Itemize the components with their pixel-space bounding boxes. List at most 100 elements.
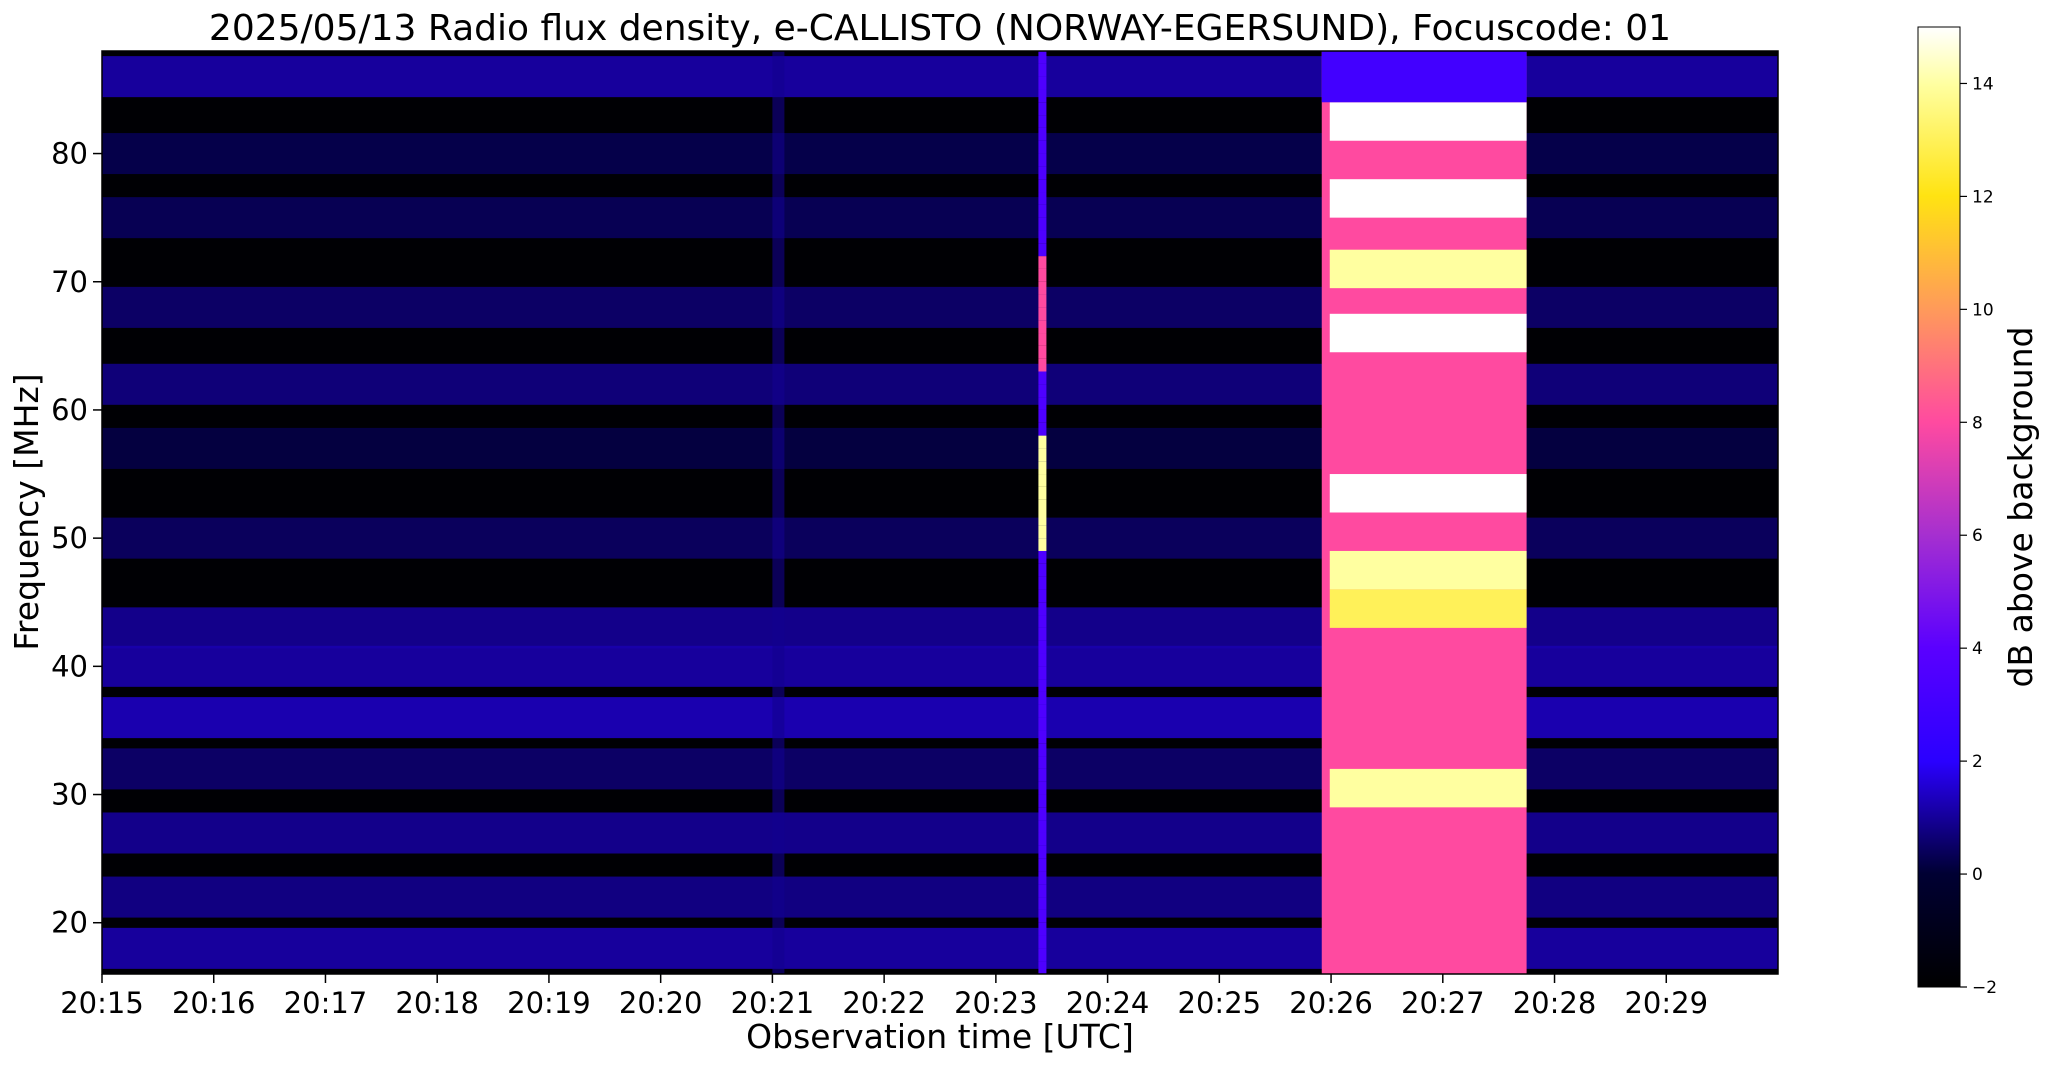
spike-cell bbox=[1038, 691, 1047, 705]
burst-group bbox=[1321, 51, 1527, 974]
x-tick-label: 20:28 bbox=[1513, 986, 1597, 1020]
spike-cell bbox=[1038, 127, 1047, 141]
spike-cell bbox=[1038, 179, 1047, 193]
burst-bright-band bbox=[1329, 550, 1527, 590]
burst-bright-band bbox=[1329, 474, 1527, 513]
spike-cell bbox=[1038, 333, 1047, 346]
y-tick-label: 60 bbox=[51, 393, 88, 427]
spike-cell bbox=[1038, 358, 1047, 372]
spike-cell bbox=[1038, 281, 1047, 295]
y-tick-label: 50 bbox=[51, 521, 88, 555]
spike-cell bbox=[1038, 320, 1047, 334]
x-tick-label: 20:19 bbox=[507, 986, 591, 1020]
spike-cell bbox=[1038, 704, 1047, 718]
spike-cell bbox=[1038, 935, 1047, 949]
spike-cell bbox=[1038, 845, 1047, 859]
spike-cell bbox=[1038, 307, 1047, 321]
colorbar-gradient bbox=[1917, 26, 1961, 988]
spike-cell bbox=[1038, 448, 1047, 462]
colorbar-tick-label: 12 bbox=[1972, 187, 1994, 207]
colorbar-label: dB above background bbox=[2001, 327, 2040, 688]
x-tick-label: 20:29 bbox=[1624, 986, 1708, 1020]
spike-cell bbox=[1038, 512, 1047, 526]
colorbar-ticks: −2 0 2 4 6 8 10 12 14 bbox=[1960, 74, 1997, 998]
spike-cell bbox=[1038, 858, 1047, 872]
x-tick-label: 20:22 bbox=[842, 986, 926, 1020]
spike-cell bbox=[1038, 602, 1047, 616]
spike-cell bbox=[1038, 679, 1047, 692]
burst-bright-band bbox=[1329, 589, 1527, 628]
spike-cell bbox=[1038, 166, 1047, 180]
spike-cell bbox=[1038, 768, 1047, 782]
edge-marker-group bbox=[772, 51, 785, 974]
colorbar-tick-label: 14 bbox=[1972, 74, 1994, 94]
x-axis: 20:15 20:16 20:17 20:18 20:19 20:20 20:21 20:22… bbox=[60, 974, 1708, 1020]
spike-cell bbox=[1038, 294, 1047, 308]
burst-bright-band bbox=[1329, 768, 1527, 808]
spike-cell bbox=[1038, 666, 1047, 680]
spike-cell bbox=[1038, 397, 1047, 410]
spike-cell bbox=[1038, 948, 1047, 962]
spike-cell bbox=[1038, 781, 1047, 795]
spike-cell bbox=[1038, 589, 1047, 603]
spike-cell bbox=[1038, 576, 1047, 590]
spike-cell bbox=[1038, 615, 1047, 628]
spike-cell bbox=[1038, 820, 1047, 833]
burst-top-fringe bbox=[1321, 51, 1527, 103]
colorbar-tick-label: 10 bbox=[1972, 300, 1994, 320]
spike-cell bbox=[1038, 76, 1047, 90]
spike-cell bbox=[1038, 538, 1047, 551]
spike-cell bbox=[1038, 243, 1047, 257]
spike-cell bbox=[1038, 884, 1047, 898]
y-tick-label: 20 bbox=[51, 906, 88, 940]
x-tick-label: 20:16 bbox=[172, 986, 256, 1020]
spike-cell bbox=[1038, 653, 1047, 667]
plot-area bbox=[102, 51, 1778, 974]
plot-frame bbox=[101, 50, 1779, 975]
spike-cell bbox=[1038, 217, 1047, 231]
spike-cell bbox=[1038, 550, 1047, 564]
spike-cell bbox=[1038, 717, 1047, 731]
spike-cell bbox=[1038, 89, 1047, 103]
spike-cell bbox=[1038, 474, 1047, 487]
spike-cell bbox=[1038, 384, 1047, 398]
x-tick-label: 20:23 bbox=[954, 986, 1038, 1020]
spike-cell bbox=[1038, 461, 1047, 475]
x-axis-label: Observation time [UTC] bbox=[746, 1017, 1134, 1056]
y-tick-label: 80 bbox=[51, 137, 88, 171]
x-tick-label: 20:17 bbox=[284, 986, 368, 1020]
colorbar-tick-label: 4 bbox=[1972, 639, 1983, 659]
colorbar-tick-label: 8 bbox=[1972, 413, 1983, 433]
spike-cell bbox=[1038, 525, 1047, 539]
x-tick-label: 20:25 bbox=[1178, 986, 1262, 1020]
spike-cell bbox=[1038, 256, 1047, 269]
spike-cell bbox=[1038, 102, 1047, 116]
burst-bright-band bbox=[1329, 179, 1527, 218]
spike-cell bbox=[1038, 371, 1047, 385]
colorbar-tick-label: 2 bbox=[1972, 752, 1983, 772]
spike-cell bbox=[1038, 897, 1047, 910]
spike-cell bbox=[1038, 961, 1047, 974]
y-tick-label: 70 bbox=[51, 265, 88, 299]
spike-cell bbox=[1038, 627, 1047, 641]
spike-cell bbox=[1038, 230, 1047, 244]
colorbar-tick-label: 6 bbox=[1972, 526, 1983, 546]
spike-cell bbox=[1038, 51, 1047, 64]
spike-cell bbox=[1038, 743, 1047, 757]
y-axis-label: Frequency [MHz] bbox=[7, 373, 46, 650]
spike-cell bbox=[1038, 115, 1047, 128]
y-tick-label: 40 bbox=[51, 649, 88, 683]
x-tick-label: 20:21 bbox=[731, 986, 815, 1020]
spike-cell bbox=[1038, 63, 1047, 77]
x-tick-label: 20:20 bbox=[619, 986, 703, 1020]
spike-cell bbox=[1038, 153, 1047, 167]
burst-bright-band bbox=[1329, 313, 1527, 353]
x-tick-label: 20:15 bbox=[60, 986, 144, 1020]
spike-group bbox=[1038, 51, 1047, 974]
spike-cell bbox=[1038, 140, 1047, 154]
spike-cell bbox=[1038, 486, 1047, 500]
spike-cell bbox=[1038, 922, 1047, 936]
y-tick-label: 30 bbox=[51, 778, 88, 812]
edge-marker bbox=[772, 51, 785, 974]
